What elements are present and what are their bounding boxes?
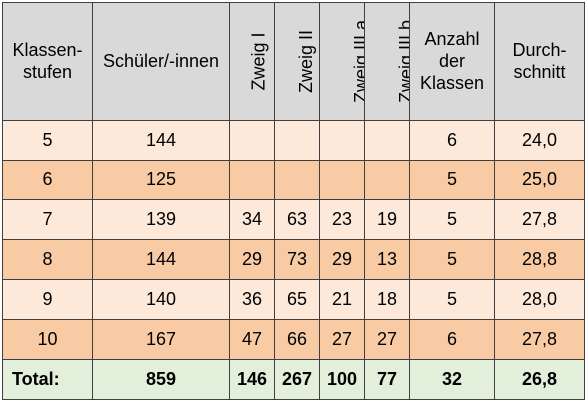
cell-stufe: 7 <box>2 199 93 241</box>
total-zweig-3a: 100 <box>319 359 365 400</box>
cell-stufe: 5 <box>2 119 93 161</box>
cell-zweig-1: 47 <box>229 319 275 360</box>
cell-durchschnitt: 27,8 <box>494 319 585 360</box>
cell-zweig-3b: 19 <box>364 199 410 241</box>
total-zweig-1: 146 <box>229 359 275 400</box>
total-schueler: 859 <box>92 359 230 400</box>
header-klassenstufen-line1: Klassen- <box>12 40 83 61</box>
table-row: 7 139 34 63 23 19 5 27,8 <box>2 199 585 241</box>
cell-schueler: 125 <box>92 159 230 201</box>
header-durchschnitt: Durch- schnitt <box>494 2 585 121</box>
cell-durchschnitt: 27,8 <box>494 199 585 241</box>
cell-anzahl: 6 <box>409 319 495 360</box>
header-zweig-2: Zweig II <box>274 2 320 121</box>
cell-durchschnitt: 28,8 <box>494 239 585 281</box>
header-durchschnitt-line2: schnitt <box>513 62 566 83</box>
cell-zweig-2: 63 <box>274 199 320 241</box>
cell-zweig-3b: 13 <box>364 239 410 281</box>
cell-schueler: 167 <box>92 319 230 360</box>
cell-zweig-1 <box>229 159 275 201</box>
header-row: Klassen- stufen Schüler/-innen Zweig I Z… <box>2 2 585 121</box>
header-zweig-3b-label: Zweig III b <box>396 20 410 103</box>
header-zweig-3b: Zweig III b <box>364 2 410 121</box>
cell-zweig-3a: 27 <box>319 319 365 360</box>
cell-zweig-1: 34 <box>229 199 275 241</box>
cell-zweig-2 <box>274 159 320 201</box>
cell-schueler: 139 <box>92 199 230 241</box>
header-durchschnitt-line1: Durch- <box>512 40 567 61</box>
total-row: Total: 859 146 267 100 77 32 26,8 <box>2 359 585 400</box>
cell-anzahl: 6 <box>409 119 495 161</box>
header-klassenstufen-line2: stufen <box>22 62 73 83</box>
cell-stufe: 8 <box>2 239 93 281</box>
total-label: Total: <box>2 359 93 400</box>
cell-schueler: 144 <box>92 239 230 281</box>
cell-zweig-2: 73 <box>274 239 320 281</box>
header-klassenstufen: Klassen- stufen <box>2 2 93 121</box>
cell-zweig-3a: 21 <box>319 279 365 321</box>
cell-zweig-1: 29 <box>229 239 275 281</box>
cell-zweig-2: 65 <box>274 279 320 321</box>
cell-durchschnitt: 25,0 <box>494 159 585 201</box>
header-zweig-3a: Zweig III a <box>319 2 365 121</box>
cell-zweig-3a <box>319 119 365 161</box>
cell-stufe: 10 <box>2 319 93 360</box>
cell-schueler: 140 <box>92 279 230 321</box>
header-zweig-1-label: Zweig I <box>248 32 269 91</box>
cell-schueler: 144 <box>92 119 230 161</box>
total-zweig-2: 267 <box>274 359 320 400</box>
cell-stufe: 6 <box>2 159 93 201</box>
header-schueler: Schüler/-innen <box>92 2 230 121</box>
cell-anzahl: 5 <box>409 199 495 241</box>
table-row: 5 144 6 24,0 <box>2 119 585 161</box>
header-anzahl: Anzahl der Klassen <box>409 2 495 121</box>
cell-durchschnitt: 24,0 <box>494 119 585 161</box>
header-anzahl-line3: Klassen <box>419 73 485 94</box>
cell-zweig-3b <box>364 119 410 161</box>
table-row: 6 125 5 25,0 <box>2 159 585 201</box>
header-anzahl-line1: Anzahl <box>424 29 480 50</box>
cell-zweig-3b: 18 <box>364 279 410 321</box>
header-zweig-3a-label: Zweig III a <box>351 20 365 103</box>
total-durchschnitt: 26,8 <box>494 359 585 400</box>
cell-zweig-3a: 23 <box>319 199 365 241</box>
cell-zweig-3a: 29 <box>319 239 365 281</box>
cell-zweig-3b <box>364 159 410 201</box>
header-anzahl-line2: der <box>438 51 465 72</box>
total-anzahl: 32 <box>409 359 495 400</box>
cell-anzahl: 5 <box>409 279 495 321</box>
cell-zweig-3a <box>319 159 365 201</box>
table-row: 8 144 29 73 29 13 5 28,8 <box>2 239 585 281</box>
class-statistics-table: Klassen- stufen Schüler/-innen Zweig I Z… <box>2 2 585 400</box>
cell-anzahl: 5 <box>409 159 495 201</box>
header-zweig-1: Zweig I <box>229 2 275 121</box>
total-zweig-3b: 77 <box>364 359 410 400</box>
cell-stufe: 9 <box>2 279 93 321</box>
header-zweig-2-label: Zweig II <box>296 29 317 93</box>
cell-anzahl: 5 <box>409 239 495 281</box>
table-row: 9 140 36 65 21 18 5 28,0 <box>2 279 585 321</box>
cell-zweig-2 <box>274 119 320 161</box>
cell-zweig-3b: 27 <box>364 319 410 360</box>
table-row: 10 167 47 66 27 27 6 27,8 <box>2 319 585 360</box>
cell-zweig-1: 36 <box>229 279 275 321</box>
cell-zweig-2: 66 <box>274 319 320 360</box>
cell-durchschnitt: 28,0 <box>494 279 585 321</box>
cell-zweig-1 <box>229 119 275 161</box>
